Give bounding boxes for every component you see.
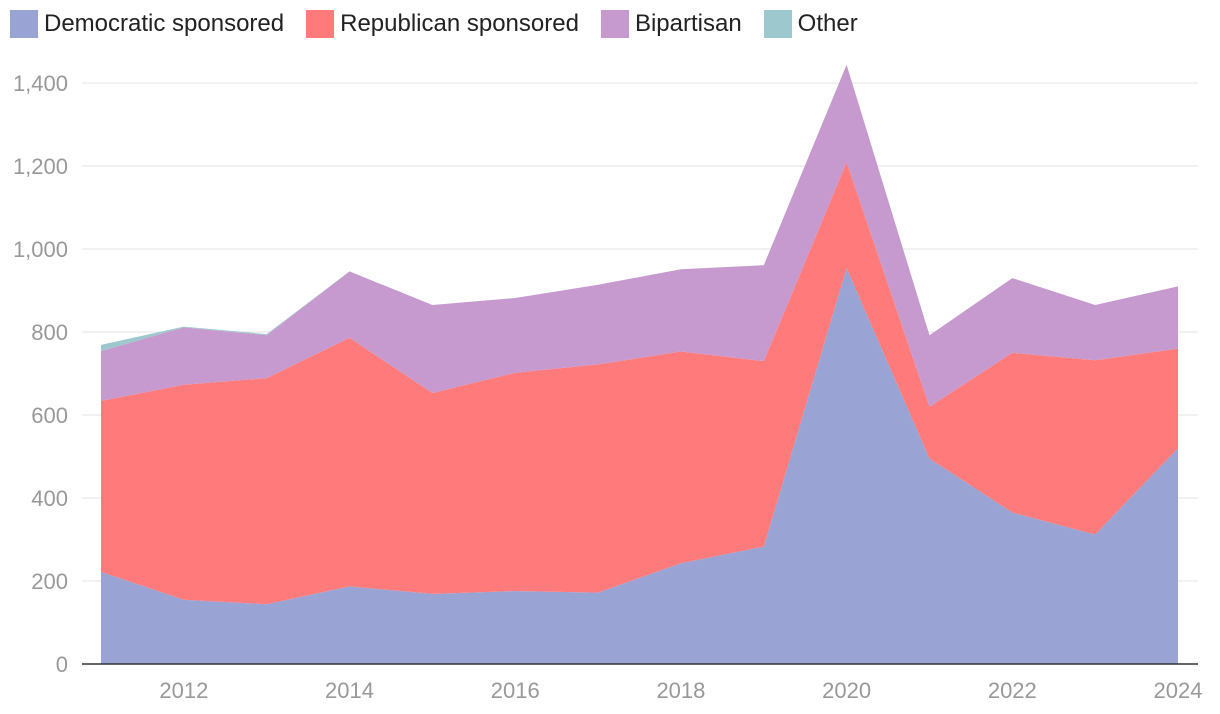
- series-area-1: [101, 162, 1178, 605]
- x-tick-label-2: 2016: [491, 678, 540, 703]
- y-tick-label-2: 400: [31, 486, 68, 511]
- series-areas: [101, 64, 1178, 664]
- legend-swatch-republican: [306, 10, 335, 38]
- legend-swatch-other: [763, 10, 792, 38]
- x-tick-label-0: 2012: [159, 678, 208, 703]
- x-tick-label-5: 2022: [988, 678, 1037, 703]
- legend-item-republican[interactable]: Republican sponsored: [306, 10, 579, 38]
- y-tick-label-4: 800: [31, 320, 68, 345]
- x-tick-label-1: 2014: [325, 678, 374, 703]
- legend: Democratic sponsored Republican sponsore…: [10, 10, 880, 38]
- y-tick-label-0: 0: [56, 652, 68, 677]
- y-tick-label-1: 200: [31, 569, 68, 594]
- y-tick-label-3: 600: [31, 403, 68, 428]
- y-tick-label-7: 1,400: [13, 71, 68, 96]
- legend-item-bipartisan[interactable]: Bipartisan: [600, 10, 742, 38]
- x-tick-label-3: 2018: [656, 678, 705, 703]
- y-tick-label-5: 1,000: [13, 237, 68, 262]
- axes: 0 200 400 600 800 1,000 1,200 1,400 2012 2014 2016…: [13, 71, 1203, 703]
- legend-swatch-democratic: [10, 10, 38, 38]
- legend-label-bipartisan: Bipartisan: [634, 10, 742, 37]
- legend-swatch-bipartisan: [600, 10, 629, 38]
- series-area-2: [101, 64, 1178, 407]
- legend-label-other: Other: [797, 10, 858, 37]
- legend-item-democratic[interactable]: Democratic sponsored: [10, 10, 284, 38]
- x-tick-label-6: 2024: [1154, 678, 1203, 703]
- legend-label-republican: Republican sponsored: [340, 10, 579, 37]
- series-area-0: [101, 268, 1178, 664]
- legend-item-other[interactable]: Other: [763, 10, 858, 38]
- y-tick-label-6: 1,200: [13, 154, 68, 179]
- x-tick-label-4: 2020: [822, 678, 871, 703]
- legend-label-democratic: Democratic sponsored: [44, 10, 285, 37]
